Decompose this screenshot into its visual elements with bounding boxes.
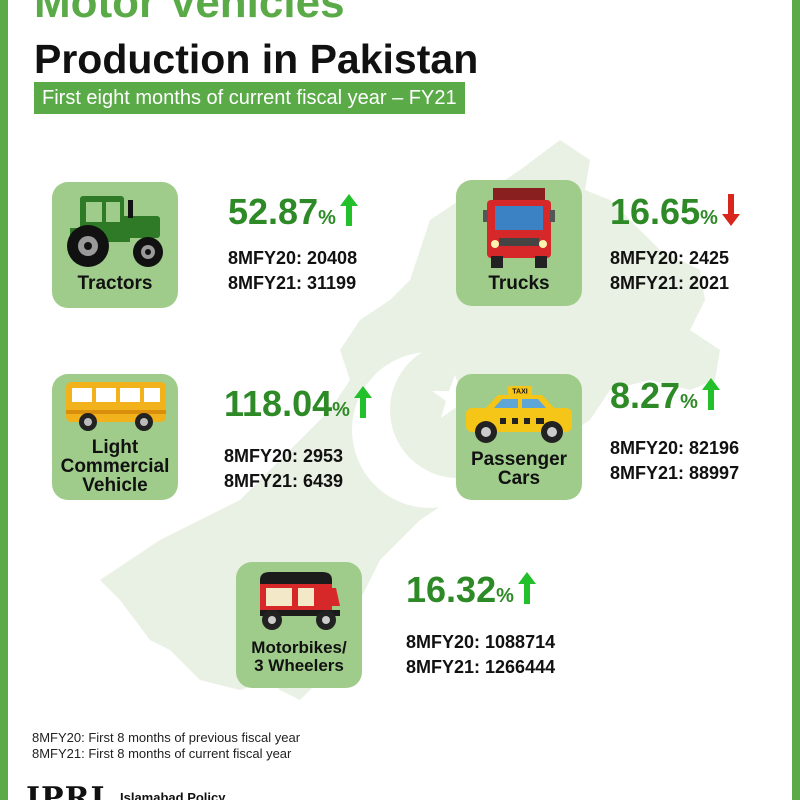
percent-symbol: % <box>318 207 336 229</box>
motorbikes-change-value: 16.32 <box>406 569 497 610</box>
cars-label-line1: Passenger <box>470 449 568 470</box>
percent-symbol: % <box>332 399 350 421</box>
lcv-label-line2: Commercial <box>60 456 170 477</box>
tractors-change-value: 52.87 <box>228 191 319 232</box>
rickshaw-icon <box>260 572 340 630</box>
motorbikes-stat: 16.32% 8MFY20: 1088714 8MFY21: 1266444 <box>406 570 555 680</box>
up-arrow-icon <box>339 194 358 226</box>
lcv-label-line1: Light <box>91 437 139 458</box>
trucks-card: Trucks <box>456 180 582 306</box>
cars-prev-production: 8MFY20: 82196 <box>610 438 740 458</box>
bus-icon <box>66 382 166 431</box>
taxi-sign: TAXI <box>512 389 527 396</box>
motorbikes-label-line1: Motorbikes/ <box>251 638 347 657</box>
trucks-label: Trucks <box>488 273 550 294</box>
lcv-label-line3: Vehicle <box>82 475 148 496</box>
tractor-icon <box>67 196 163 267</box>
ipri-logo-text: Islamabad Policy <box>120 790 226 800</box>
motorbikes-curr-production: 8MFY21: 1266444 <box>406 657 556 677</box>
down-arrow-icon <box>721 194 740 226</box>
percent-symbol: % <box>680 391 698 413</box>
cars-change-value: 8.27 <box>610 375 681 416</box>
footnote-8mfy21: 8MFY21: First 8 months of current fiscal… <box>32 746 292 761</box>
footnote-8mfy20: 8MFY20: First 8 months of previous fisca… <box>32 730 301 745</box>
lcv-curr-production: 8MFY21: 6439 <box>224 471 344 491</box>
trucks-stat: 16.65% 8MFY20: 2425 8MFY21: 2021 <box>610 192 740 296</box>
up-arrow-icon <box>701 378 720 410</box>
truck-icon <box>483 188 555 268</box>
motorbikes-card: Motorbikes/ 3 Wheelers <box>236 562 362 688</box>
tractors-card: Tractors <box>52 182 178 308</box>
light-commercial-vehicle-card: Light Commercial Vehicle <box>52 374 178 500</box>
left-border <box>0 0 8 800</box>
trucks-prev-production: 8MFY20: 2425 <box>610 248 730 268</box>
trucks-change-value: 16.65 <box>610 191 701 232</box>
ipri-logo: IPRI <box>26 781 106 800</box>
tractors-label: Tractors <box>77 273 153 294</box>
motorbikes-prev-production: 8MFY20: 1088714 <box>406 632 556 652</box>
lcv-stat: 118.04% 8MFY20: 2953 8MFY21: 6439 <box>224 384 372 494</box>
passenger-cars-card: TAXI Passenger Cars <box>456 374 582 500</box>
percent-symbol: % <box>700 207 718 229</box>
taxi-icon: TAXI <box>466 386 572 443</box>
page-title-line1: Motor Vehicles’ <box>34 0 357 27</box>
lcv-prev-production: 8MFY20: 2953 <box>224 446 344 466</box>
cars-stat: 8.27% 8MFY20: 82196 8MFY21: 88997 <box>610 376 739 486</box>
right-border <box>792 0 800 800</box>
cars-label-line2: Cars <box>497 468 541 489</box>
tractors-stat: 52.87% 8MFY20: 20408 8MFY21: 31199 <box>228 192 358 296</box>
page-title-line2: Production in Pakistan <box>34 36 479 82</box>
up-arrow-icon <box>353 386 372 418</box>
motorbikes-label-line2: 3 Wheelers <box>254 656 344 675</box>
trucks-curr-production: 8MFY21: 2021 <box>610 273 730 293</box>
tractors-prev-production: 8MFY20: 20408 <box>228 248 358 268</box>
percent-symbol: % <box>496 585 514 607</box>
tractors-curr-production: 8MFY21: 31199 <box>228 273 357 293</box>
lcv-change-value: 118.04 <box>224 383 333 424</box>
up-arrow-icon <box>517 572 536 604</box>
page-subtitle: First eight months of current fiscal yea… <box>34 82 465 114</box>
cars-curr-production: 8MFY21: 88997 <box>610 463 740 483</box>
